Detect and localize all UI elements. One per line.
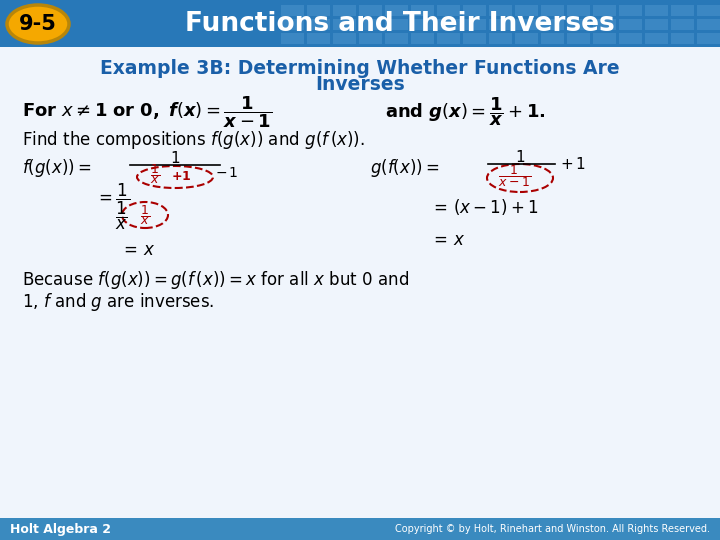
Text: Copyright © by Holt, Rinehart and Winston. All Rights Reserved.: Copyright © by Holt, Rinehart and Winsto… <box>395 524 710 534</box>
FancyBboxPatch shape <box>671 5 694 16</box>
Text: $\dfrac{1}{x}$: $\dfrac{1}{x}$ <box>150 162 160 186</box>
Text: $1$: $1$ <box>170 150 180 166</box>
Text: $=\,(x-1)+1$: $=\,(x-1)+1$ <box>430 197 539 217</box>
FancyBboxPatch shape <box>385 19 408 30</box>
FancyBboxPatch shape <box>463 5 486 16</box>
FancyBboxPatch shape <box>489 5 512 16</box>
FancyBboxPatch shape <box>437 33 460 44</box>
Text: Example 3B: Determining Whether Functions Are: Example 3B: Determining Whether Function… <box>100 58 620 78</box>
FancyBboxPatch shape <box>281 19 304 30</box>
FancyBboxPatch shape <box>359 33 382 44</box>
FancyBboxPatch shape <box>593 5 616 16</box>
FancyBboxPatch shape <box>489 19 512 30</box>
FancyBboxPatch shape <box>307 5 330 16</box>
Text: $1$: $1$ <box>515 149 525 165</box>
FancyBboxPatch shape <box>593 33 616 44</box>
FancyBboxPatch shape <box>437 5 460 16</box>
FancyBboxPatch shape <box>437 19 460 30</box>
FancyBboxPatch shape <box>463 19 486 30</box>
FancyBboxPatch shape <box>281 33 304 44</box>
FancyBboxPatch shape <box>567 33 590 44</box>
Text: $g(f(x)) =$: $g(f(x)) =$ <box>370 157 439 179</box>
FancyBboxPatch shape <box>619 5 642 16</box>
FancyBboxPatch shape <box>359 5 382 16</box>
Text: $+\,1$: $+\,1$ <box>560 156 585 172</box>
FancyBboxPatch shape <box>463 33 486 44</box>
Text: Inverses: Inverses <box>315 75 405 93</box>
Text: Because $f(g(x)) = g(f\,(x)) = x$ for all $x$ but 0 and: Because $f(g(x)) = g(f\,(x)) = x$ for al… <box>22 269 409 291</box>
FancyBboxPatch shape <box>281 5 304 16</box>
FancyBboxPatch shape <box>671 19 694 30</box>
Text: $\mathbf{and}\ \boldsymbol{g}(\boldsymbol{x}) = \dfrac{\mathbf{1}}{\boldsymbol{x: $\mathbf{and}\ \boldsymbol{g}(\boldsymbo… <box>385 96 546 129</box>
FancyBboxPatch shape <box>619 33 642 44</box>
Text: $f(g(x)) =$: $f(g(x)) =$ <box>22 157 91 179</box>
Text: $-\,1$: $-\,1$ <box>215 166 238 180</box>
FancyBboxPatch shape <box>385 33 408 44</box>
FancyBboxPatch shape <box>359 19 382 30</box>
FancyBboxPatch shape <box>515 33 538 44</box>
FancyBboxPatch shape <box>671 33 694 44</box>
Text: $\mathbf{+1}$: $\mathbf{+1}$ <box>171 171 192 184</box>
FancyBboxPatch shape <box>541 33 564 44</box>
FancyBboxPatch shape <box>333 33 356 44</box>
Text: $\dfrac{1}{x-1}$: $\dfrac{1}{x-1}$ <box>498 163 531 189</box>
FancyBboxPatch shape <box>645 5 668 16</box>
FancyBboxPatch shape <box>0 0 720 47</box>
Text: Functions and Their Inverses: Functions and Their Inverses <box>185 11 615 37</box>
FancyBboxPatch shape <box>333 5 356 16</box>
FancyBboxPatch shape <box>385 5 408 16</box>
Text: Holt Algebra 2: Holt Algebra 2 <box>10 523 111 536</box>
FancyBboxPatch shape <box>567 19 590 30</box>
FancyBboxPatch shape <box>541 19 564 30</box>
FancyBboxPatch shape <box>567 5 590 16</box>
FancyBboxPatch shape <box>593 19 616 30</box>
FancyBboxPatch shape <box>411 5 434 16</box>
FancyBboxPatch shape <box>411 19 434 30</box>
Text: $=\dfrac{1}{\dfrac{1}{x}}$: $=\dfrac{1}{\dfrac{1}{x}}$ <box>95 182 130 232</box>
FancyBboxPatch shape <box>541 5 564 16</box>
Text: $=\,x$: $=\,x$ <box>120 241 155 259</box>
FancyBboxPatch shape <box>489 33 512 44</box>
FancyBboxPatch shape <box>619 19 642 30</box>
FancyBboxPatch shape <box>307 19 330 30</box>
FancyBboxPatch shape <box>645 33 668 44</box>
FancyBboxPatch shape <box>515 19 538 30</box>
Ellipse shape <box>7 5 69 43</box>
FancyBboxPatch shape <box>697 19 720 30</box>
Text: 1, $f$ and $g$ are inverses.: 1, $f$ and $g$ are inverses. <box>22 291 215 313</box>
FancyBboxPatch shape <box>645 19 668 30</box>
Text: $\mathbf{For}\ \mathit{x} \neq \mathbf{1}\ \mathbf{or}\ \mathbf{0,}\ \boldsymbol: $\mathbf{For}\ \mathit{x} \neq \mathbf{1… <box>22 94 272 130</box>
Text: $\dfrac{1}{x}$: $\dfrac{1}{x}$ <box>140 203 150 227</box>
FancyBboxPatch shape <box>515 5 538 16</box>
Text: 9-5: 9-5 <box>19 14 57 34</box>
Text: Find the compositions $f(g(x))$ and $g(f\,(x))$.: Find the compositions $f(g(x))$ and $g(f… <box>22 129 365 151</box>
FancyBboxPatch shape <box>411 33 434 44</box>
FancyBboxPatch shape <box>697 33 720 44</box>
FancyBboxPatch shape <box>307 33 330 44</box>
FancyBboxPatch shape <box>333 19 356 30</box>
Text: $=\,x$: $=\,x$ <box>430 231 465 249</box>
FancyBboxPatch shape <box>0 518 720 540</box>
FancyBboxPatch shape <box>0 22 720 518</box>
FancyBboxPatch shape <box>697 5 720 16</box>
